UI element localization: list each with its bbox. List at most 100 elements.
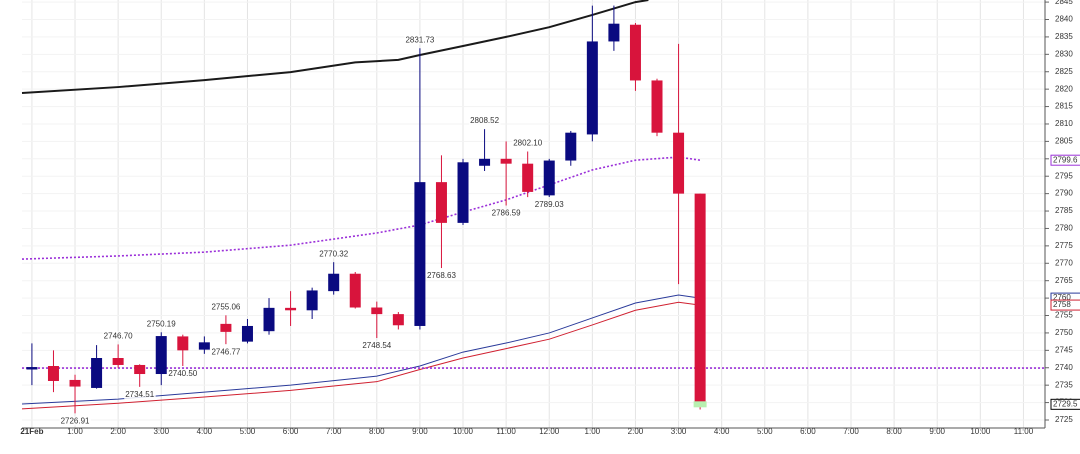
- x-tick-label: 1:00: [585, 427, 601, 436]
- candle-body: [651, 80, 663, 133]
- y-tick-label: 2795: [1055, 171, 1073, 180]
- candle-body: [543, 160, 555, 196]
- y-tick-label: 2770: [1055, 258, 1073, 267]
- indicator-line: [21, 156, 701, 260]
- candle-body: [500, 158, 512, 164]
- label-bg: [59, 416, 92, 426]
- candle-body: [328, 273, 340, 292]
- y-tick-label: 2785: [1055, 206, 1073, 215]
- x-tick-label: 21Feb: [20, 427, 43, 436]
- value-label: 2755.06: [211, 302, 240, 311]
- x-tick-label: 6:00: [283, 427, 299, 436]
- axis-badge-label: 2729.5: [1053, 399, 1078, 408]
- candle-body: [586, 41, 598, 135]
- label-bg: [469, 116, 501, 126]
- x-tick-label: 5:00: [757, 427, 773, 436]
- x-tick-label: 7:00: [843, 427, 859, 436]
- candle-body: [47, 366, 59, 381]
- x-tick-label: 2:00: [110, 427, 126, 436]
- label-bg: [145, 319, 178, 329]
- axis-badge: [1050, 398, 1080, 410]
- x-tick-label: 1:00: [67, 427, 83, 436]
- x-tick-label: 3:00: [153, 427, 169, 436]
- candle-body: [673, 132, 685, 194]
- y-tick-label: 2735: [1055, 380, 1073, 389]
- candle-body: [220, 323, 232, 332]
- label-bg: [490, 208, 523, 218]
- candle-body: [629, 24, 641, 81]
- candle-body: [26, 367, 38, 370]
- y-tick-label: 2840: [1055, 15, 1073, 24]
- candle-body: [479, 158, 491, 166]
- axis-badge: [1050, 299, 1080, 311]
- candle-body: [349, 273, 361, 308]
- x-tick-label: 3:00: [671, 427, 687, 436]
- label-bg: [210, 302, 242, 312]
- x-tick-label: 4:00: [197, 427, 213, 436]
- value-label: 2726.91: [61, 416, 90, 425]
- y-tick-label: 2790: [1055, 189, 1073, 198]
- label-bg: [102, 331, 135, 341]
- label-bg: [318, 249, 350, 259]
- x-tick-label: 11:00: [1014, 427, 1034, 436]
- candle-body: [177, 336, 189, 351]
- candle-body: [134, 364, 146, 375]
- y-tick-label: 2810: [1055, 119, 1073, 128]
- candle-body: [565, 132, 577, 161]
- value-label: 2734.51: [125, 390, 154, 399]
- y-tick-label: 2750: [1055, 328, 1073, 337]
- y-tick-label: 2805: [1055, 136, 1073, 145]
- x-tick-label: 10:00: [453, 427, 474, 436]
- value-label: 2770.32: [319, 249, 348, 258]
- indicator-line: [21, 0, 649, 94]
- x-tick-label: 9:00: [929, 427, 945, 436]
- candle-body: [91, 358, 103, 388]
- value-label: 2789.03: [535, 200, 564, 209]
- value-label: 2750.19: [147, 319, 176, 328]
- y-tick-label: 2725: [1055, 415, 1073, 424]
- value-label: 2748.54: [362, 341, 391, 350]
- candle-body: [112, 358, 124, 365]
- value-label: 2786.59: [492, 209, 521, 218]
- y-tick-label: 2780: [1055, 224, 1073, 233]
- y-tick-label: 2740: [1055, 363, 1073, 372]
- y-tick-label: 2765: [1055, 276, 1073, 285]
- y-tick-label: 2775: [1055, 241, 1073, 250]
- value-label: 2746.70: [104, 332, 133, 341]
- y-tick-label: 2845: [1055, 0, 1073, 6]
- y-tick-label: 2830: [1055, 49, 1073, 58]
- candle-body: [435, 182, 447, 223]
- label-bg: [425, 271, 458, 281]
- axis-badge-label: 2758: [1053, 300, 1071, 309]
- candle-body: [198, 342, 210, 350]
- value-label: 2768.63: [427, 271, 456, 280]
- y-tick-label: 2745: [1055, 345, 1073, 354]
- x-tick-label: 8:00: [369, 427, 385, 436]
- x-tick-label: 8:00: [886, 427, 902, 436]
- candle-body: [522, 163, 534, 192]
- value-label: 2802.10: [513, 139, 542, 148]
- indicator-line: [21, 294, 701, 405]
- label-bg: [361, 341, 393, 351]
- axis-badge: [1050, 154, 1080, 166]
- candle-body: [263, 307, 275, 332]
- axis-badge-label: 2799.6: [1053, 155, 1078, 164]
- value-label: 2831.73: [405, 35, 434, 44]
- candle-body: [694, 193, 706, 405]
- x-tick-label: 6:00: [800, 427, 816, 436]
- axis-badge-label: 2760: [1053, 293, 1071, 302]
- label-bg: [167, 369, 199, 379]
- candle-body: [306, 290, 318, 311]
- label-bg: [512, 138, 544, 148]
- y-tick-label: 2835: [1055, 32, 1073, 41]
- candle-body: [392, 314, 404, 326]
- y-tick-label: 2820: [1055, 84, 1073, 93]
- candle-body: [371, 307, 383, 315]
- candle-body: [155, 336, 167, 375]
- x-tick-label: 5:00: [240, 427, 256, 436]
- candle-body: [285, 307, 297, 311]
- x-tick-label: 7:00: [326, 427, 342, 436]
- candle-body: [414, 182, 426, 326]
- label-bg: [210, 347, 242, 357]
- x-tick-label: 10:00: [970, 427, 991, 436]
